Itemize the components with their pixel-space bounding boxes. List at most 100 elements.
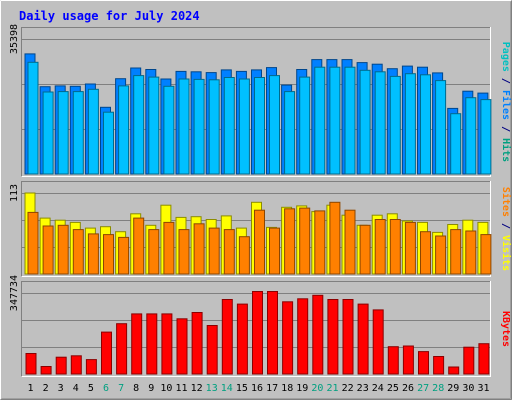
bar-sites-day-14 bbox=[223, 229, 235, 275]
bar-kbytes-day-26 bbox=[402, 345, 414, 375]
x-tick-label-day-21: 21 bbox=[326, 383, 338, 394]
bar-sites-day-26 bbox=[404, 221, 416, 275]
bar-sites-day-15 bbox=[238, 236, 250, 275]
bar-kbytes-day-9 bbox=[146, 313, 158, 375]
bar-sites-day-16 bbox=[254, 209, 265, 275]
bar-files-day-29 bbox=[450, 113, 462, 175]
x-tick-label-day-9: 9 bbox=[148, 383, 154, 394]
bar-files-day-1 bbox=[27, 61, 39, 175]
x-tick-label-day-24: 24 bbox=[372, 383, 384, 394]
bar-sites-day-1 bbox=[27, 211, 39, 275]
bar-kbytes-day-18 bbox=[282, 301, 294, 375]
panel-hits: 35398 Pages / Files / Hits bbox=[9, 24, 512, 177]
bar-sites-day-10 bbox=[163, 221, 175, 275]
x-axis-labels: 1 2 3 4 5 6 7 8 9 10 11 12 13 14 15 16 17 18 19 20 21 22 23 24 2… bbox=[27, 383, 489, 394]
x-tick-label-day-30: 30 bbox=[462, 383, 474, 394]
legend-part-1: / bbox=[500, 217, 511, 235]
bar-sites-day-25 bbox=[389, 219, 401, 275]
bar-sites-day-17 bbox=[269, 227, 280, 275]
bar-sites-day-7 bbox=[118, 236, 130, 275]
bar-kbytes-day-7 bbox=[116, 323, 128, 375]
series-kbytes bbox=[25, 291, 490, 375]
bar-files-day-21 bbox=[329, 66, 341, 175]
bar-sites-day-28 bbox=[435, 235, 447, 275]
x-tick-label-day-19: 19 bbox=[296, 383, 308, 394]
legend-part-0: Sites bbox=[500, 187, 512, 217]
bar-kbytes-day-19 bbox=[297, 298, 309, 375]
bar-sites-day-20 bbox=[314, 210, 326, 275]
x-tick-label-day-16: 16 bbox=[251, 383, 263, 394]
bar-files-day-9 bbox=[148, 76, 160, 175]
x-tick-label-day-11: 11 bbox=[175, 383, 187, 394]
bar-files-day-5 bbox=[87, 88, 99, 175]
bar-kbytes-day-20 bbox=[312, 294, 324, 375]
bar-kbytes-day-22 bbox=[342, 299, 354, 375]
bar-kbytes-day-6 bbox=[101, 331, 112, 375]
bar-sites-day-18 bbox=[284, 208, 296, 275]
legend-part-2: Files bbox=[500, 90, 512, 120]
panel-kbytes-max-label: 347734 bbox=[9, 275, 20, 311]
x-tick-label-day-3: 3 bbox=[58, 383, 64, 394]
legend-part-0: KBytes bbox=[500, 311, 511, 347]
bar-files-day-20 bbox=[314, 66, 326, 175]
bar-files-day-24 bbox=[374, 71, 386, 175]
bar-kbytes-day-1 bbox=[25, 353, 37, 375]
bar-files-day-6 bbox=[103, 111, 114, 175]
bar-kbytes-day-8 bbox=[131, 313, 143, 375]
x-tick-label-day-7: 7 bbox=[118, 383, 124, 394]
x-tick-label-day-2: 2 bbox=[43, 383, 49, 394]
legend-part-0: Pages bbox=[500, 42, 511, 72]
bar-kbytes-day-2 bbox=[40, 366, 52, 375]
bar-files-day-10 bbox=[163, 85, 175, 175]
bar-files-day-15 bbox=[238, 78, 250, 175]
bar-files-day-4 bbox=[72, 91, 84, 175]
bar-kbytes-day-23 bbox=[357, 303, 369, 375]
x-tick-label-day-17: 17 bbox=[266, 383, 278, 394]
x-tick-label-day-27: 27 bbox=[417, 383, 429, 394]
bar-files-day-31 bbox=[480, 99, 492, 175]
x-tick-label-day-1: 1 bbox=[27, 383, 33, 394]
x-tick-label-day-26: 26 bbox=[402, 383, 414, 394]
bar-sites-day-24 bbox=[374, 219, 386, 275]
x-tick-label-day-12: 12 bbox=[191, 383, 203, 394]
x-tick-label-day-5: 5 bbox=[88, 383, 94, 394]
panel-visits-max-label: 113 bbox=[9, 184, 20, 202]
bar-kbytes-day-3 bbox=[55, 356, 67, 375]
bar-files-day-30 bbox=[465, 97, 477, 175]
bar-sites-day-21 bbox=[329, 201, 341, 275]
x-tick-label-day-14: 14 bbox=[221, 383, 233, 394]
x-tick-label-day-29: 29 bbox=[447, 383, 459, 394]
bar-files-day-16 bbox=[254, 77, 265, 175]
x-tick-label-day-22: 22 bbox=[342, 383, 354, 394]
bar-sites-day-6 bbox=[103, 234, 114, 275]
bar-kbytes-day-4 bbox=[70, 355, 82, 375]
series-sites bbox=[27, 201, 492, 275]
bar-kbytes-day-15 bbox=[236, 303, 248, 375]
bar-files-day-26 bbox=[404, 73, 416, 175]
x-tick-label-day-8: 8 bbox=[133, 383, 139, 394]
bar-kbytes-day-31 bbox=[478, 343, 490, 375]
bar-sites-day-23 bbox=[359, 224, 371, 275]
bar-files-day-28 bbox=[435, 80, 447, 175]
bar-kbytes-day-10 bbox=[161, 313, 173, 375]
bar-kbytes-day-13 bbox=[206, 325, 218, 375]
bar-kbytes-day-24 bbox=[372, 309, 384, 375]
bar-sites-day-19 bbox=[299, 207, 311, 275]
bar-kbytes-day-29 bbox=[448, 366, 460, 375]
bar-files-day-2 bbox=[42, 91, 54, 175]
bar-kbytes-day-5 bbox=[85, 359, 97, 375]
legend-part-4: Hits bbox=[500, 138, 512, 162]
bar-kbytes-day-11 bbox=[176, 318, 188, 375]
legend-part-1: / bbox=[500, 72, 511, 90]
bar-sites-day-4 bbox=[72, 229, 84, 275]
bar-kbytes-day-28 bbox=[433, 356, 445, 375]
bar-sites-day-29 bbox=[450, 229, 462, 275]
bar-sites-day-5 bbox=[87, 233, 99, 275]
x-tick-label-day-20: 20 bbox=[311, 383, 323, 394]
bar-sites-day-2 bbox=[42, 225, 54, 275]
x-tick-label-day-31: 31 bbox=[477, 383, 489, 394]
bar-files-day-11 bbox=[178, 78, 190, 175]
bar-files-day-12 bbox=[193, 78, 205, 175]
x-tick-label-day-25: 25 bbox=[387, 383, 399, 394]
